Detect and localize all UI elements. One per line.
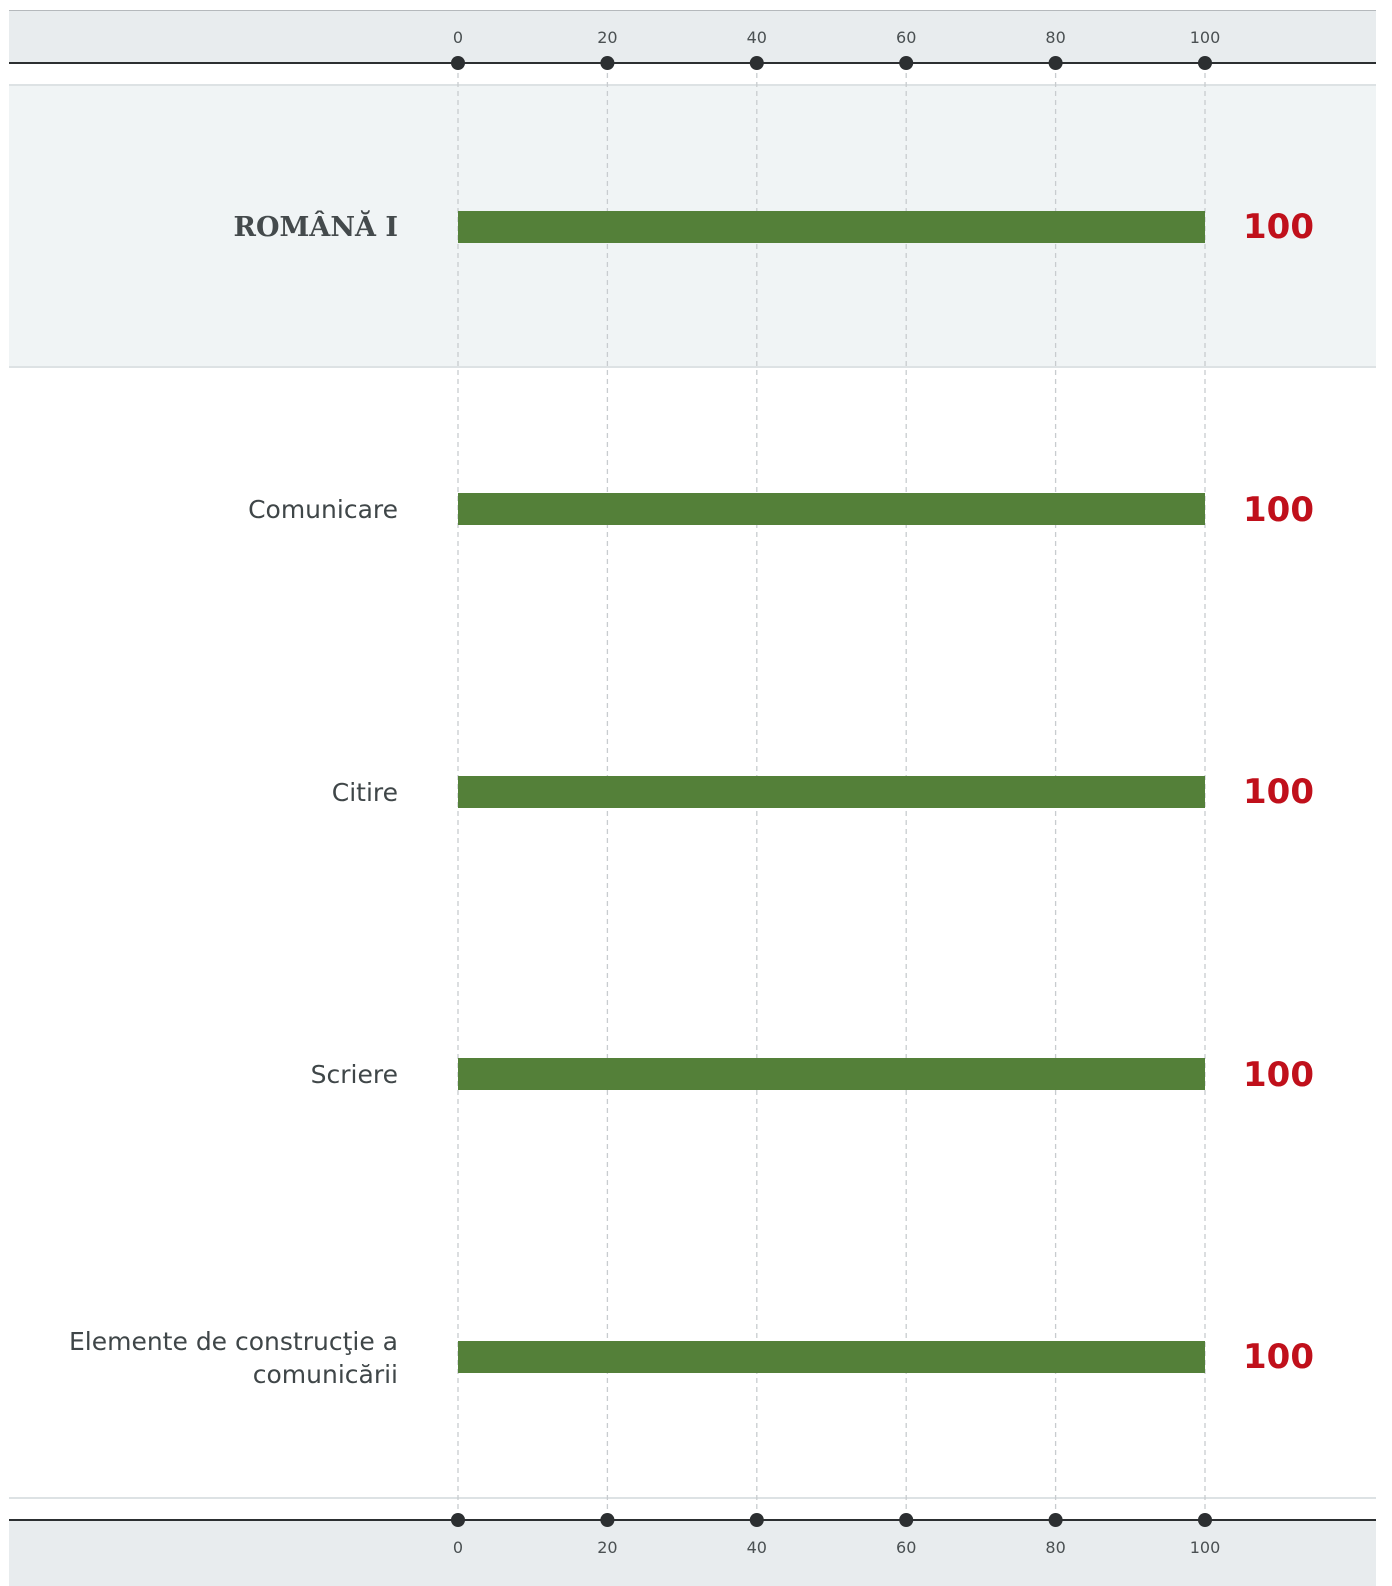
top-tick-dot-60 xyxy=(899,56,914,70)
bottom-tick-label-60: 60 xyxy=(896,1538,916,1557)
row-label-citire: Citire xyxy=(331,778,398,807)
bottom-tick-dot-100 xyxy=(1198,1513,1212,1527)
score-scriere: 100 xyxy=(1243,1055,1314,1095)
row-label-romana-i: ROMÂNĂ I xyxy=(233,212,398,243)
bar-3 xyxy=(458,1058,1205,1090)
bar-2 xyxy=(458,776,1205,808)
top-axis-band xyxy=(9,10,1376,64)
bottom-tick-label-40: 40 xyxy=(747,1538,767,1557)
score-elemente: 100 xyxy=(1243,1337,1314,1377)
row-label-scriere: Scriere xyxy=(310,1060,398,1089)
row-label-comunicare: Comunicare xyxy=(248,495,398,524)
bar-1 xyxy=(458,493,1205,525)
bar-0 xyxy=(458,211,1205,243)
top-tick-label-0: 0 xyxy=(453,28,463,47)
bottom-tick-dot-20 xyxy=(600,1513,615,1527)
bottom-tick-label-20: 20 xyxy=(597,1538,617,1557)
bar-4 xyxy=(458,1341,1205,1373)
top-tick-label-60: 60 xyxy=(896,28,916,47)
top-tick-dot-0 xyxy=(451,56,465,70)
bottom-tick-dot-0 xyxy=(451,1513,465,1527)
bottom-axis-line xyxy=(9,1519,1376,1521)
top-axis-line xyxy=(9,62,1376,64)
bottom-tick-dot-40 xyxy=(749,1513,764,1527)
top-tick-dot-80 xyxy=(1048,56,1063,70)
bottom-tick-label-80: 80 xyxy=(1045,1538,1065,1557)
top-tick-label-40: 40 xyxy=(747,28,767,47)
top-tick-label-20: 20 xyxy=(597,28,617,47)
bottom-tick-dot-60 xyxy=(899,1513,914,1527)
score-romana-i: 100 xyxy=(1243,207,1314,247)
top-tick-label-80: 80 xyxy=(1045,28,1065,47)
bottom-tick-dot-80 xyxy=(1048,1513,1063,1527)
top-tick-dot-40 xyxy=(749,56,764,70)
row-label-elemente-line2: comunicării xyxy=(252,1360,398,1389)
bottom-tick-label-0: 0 xyxy=(453,1538,463,1557)
bottom-axis-band xyxy=(9,1520,1376,1586)
bottom-separator xyxy=(9,1497,1376,1499)
score-comunicare: 100 xyxy=(1243,490,1314,530)
top-tick-label-100: 100 xyxy=(1190,28,1221,47)
row-label-elemente-line1: Elemente de construcţie a xyxy=(68,1327,398,1356)
bottom-tick-label-100: 100 xyxy=(1190,1538,1221,1557)
row-label-elemente: Elemente de construcţie a comunicării xyxy=(0,1325,398,1391)
top-tick-dot-20 xyxy=(600,56,615,70)
top-tick-dot-100 xyxy=(1198,56,1212,70)
score-citire: 100 xyxy=(1243,772,1314,812)
